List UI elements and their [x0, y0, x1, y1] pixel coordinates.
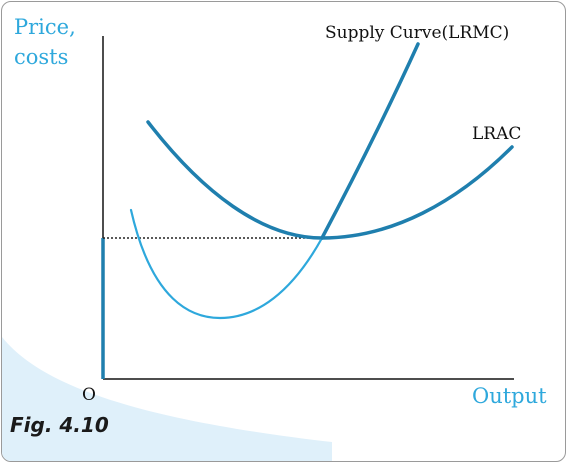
origin-label: O [82, 385, 96, 405]
supply-curve-label: Supply Curve(LRMC) [325, 23, 509, 43]
x-axis-label: Output [472, 384, 547, 408]
lrac-label: LRAC [472, 124, 521, 144]
y-axis-label-line1: Price, [14, 15, 76, 39]
decorative-wave [2, 337, 332, 461]
lrmc-supply-curve [129, 42, 420, 320]
y-axis-label-line2: costs [14, 45, 68, 69]
supply-curve-upper [320, 42, 420, 240]
figure-caption: Fig. 4.10 [10, 413, 109, 437]
